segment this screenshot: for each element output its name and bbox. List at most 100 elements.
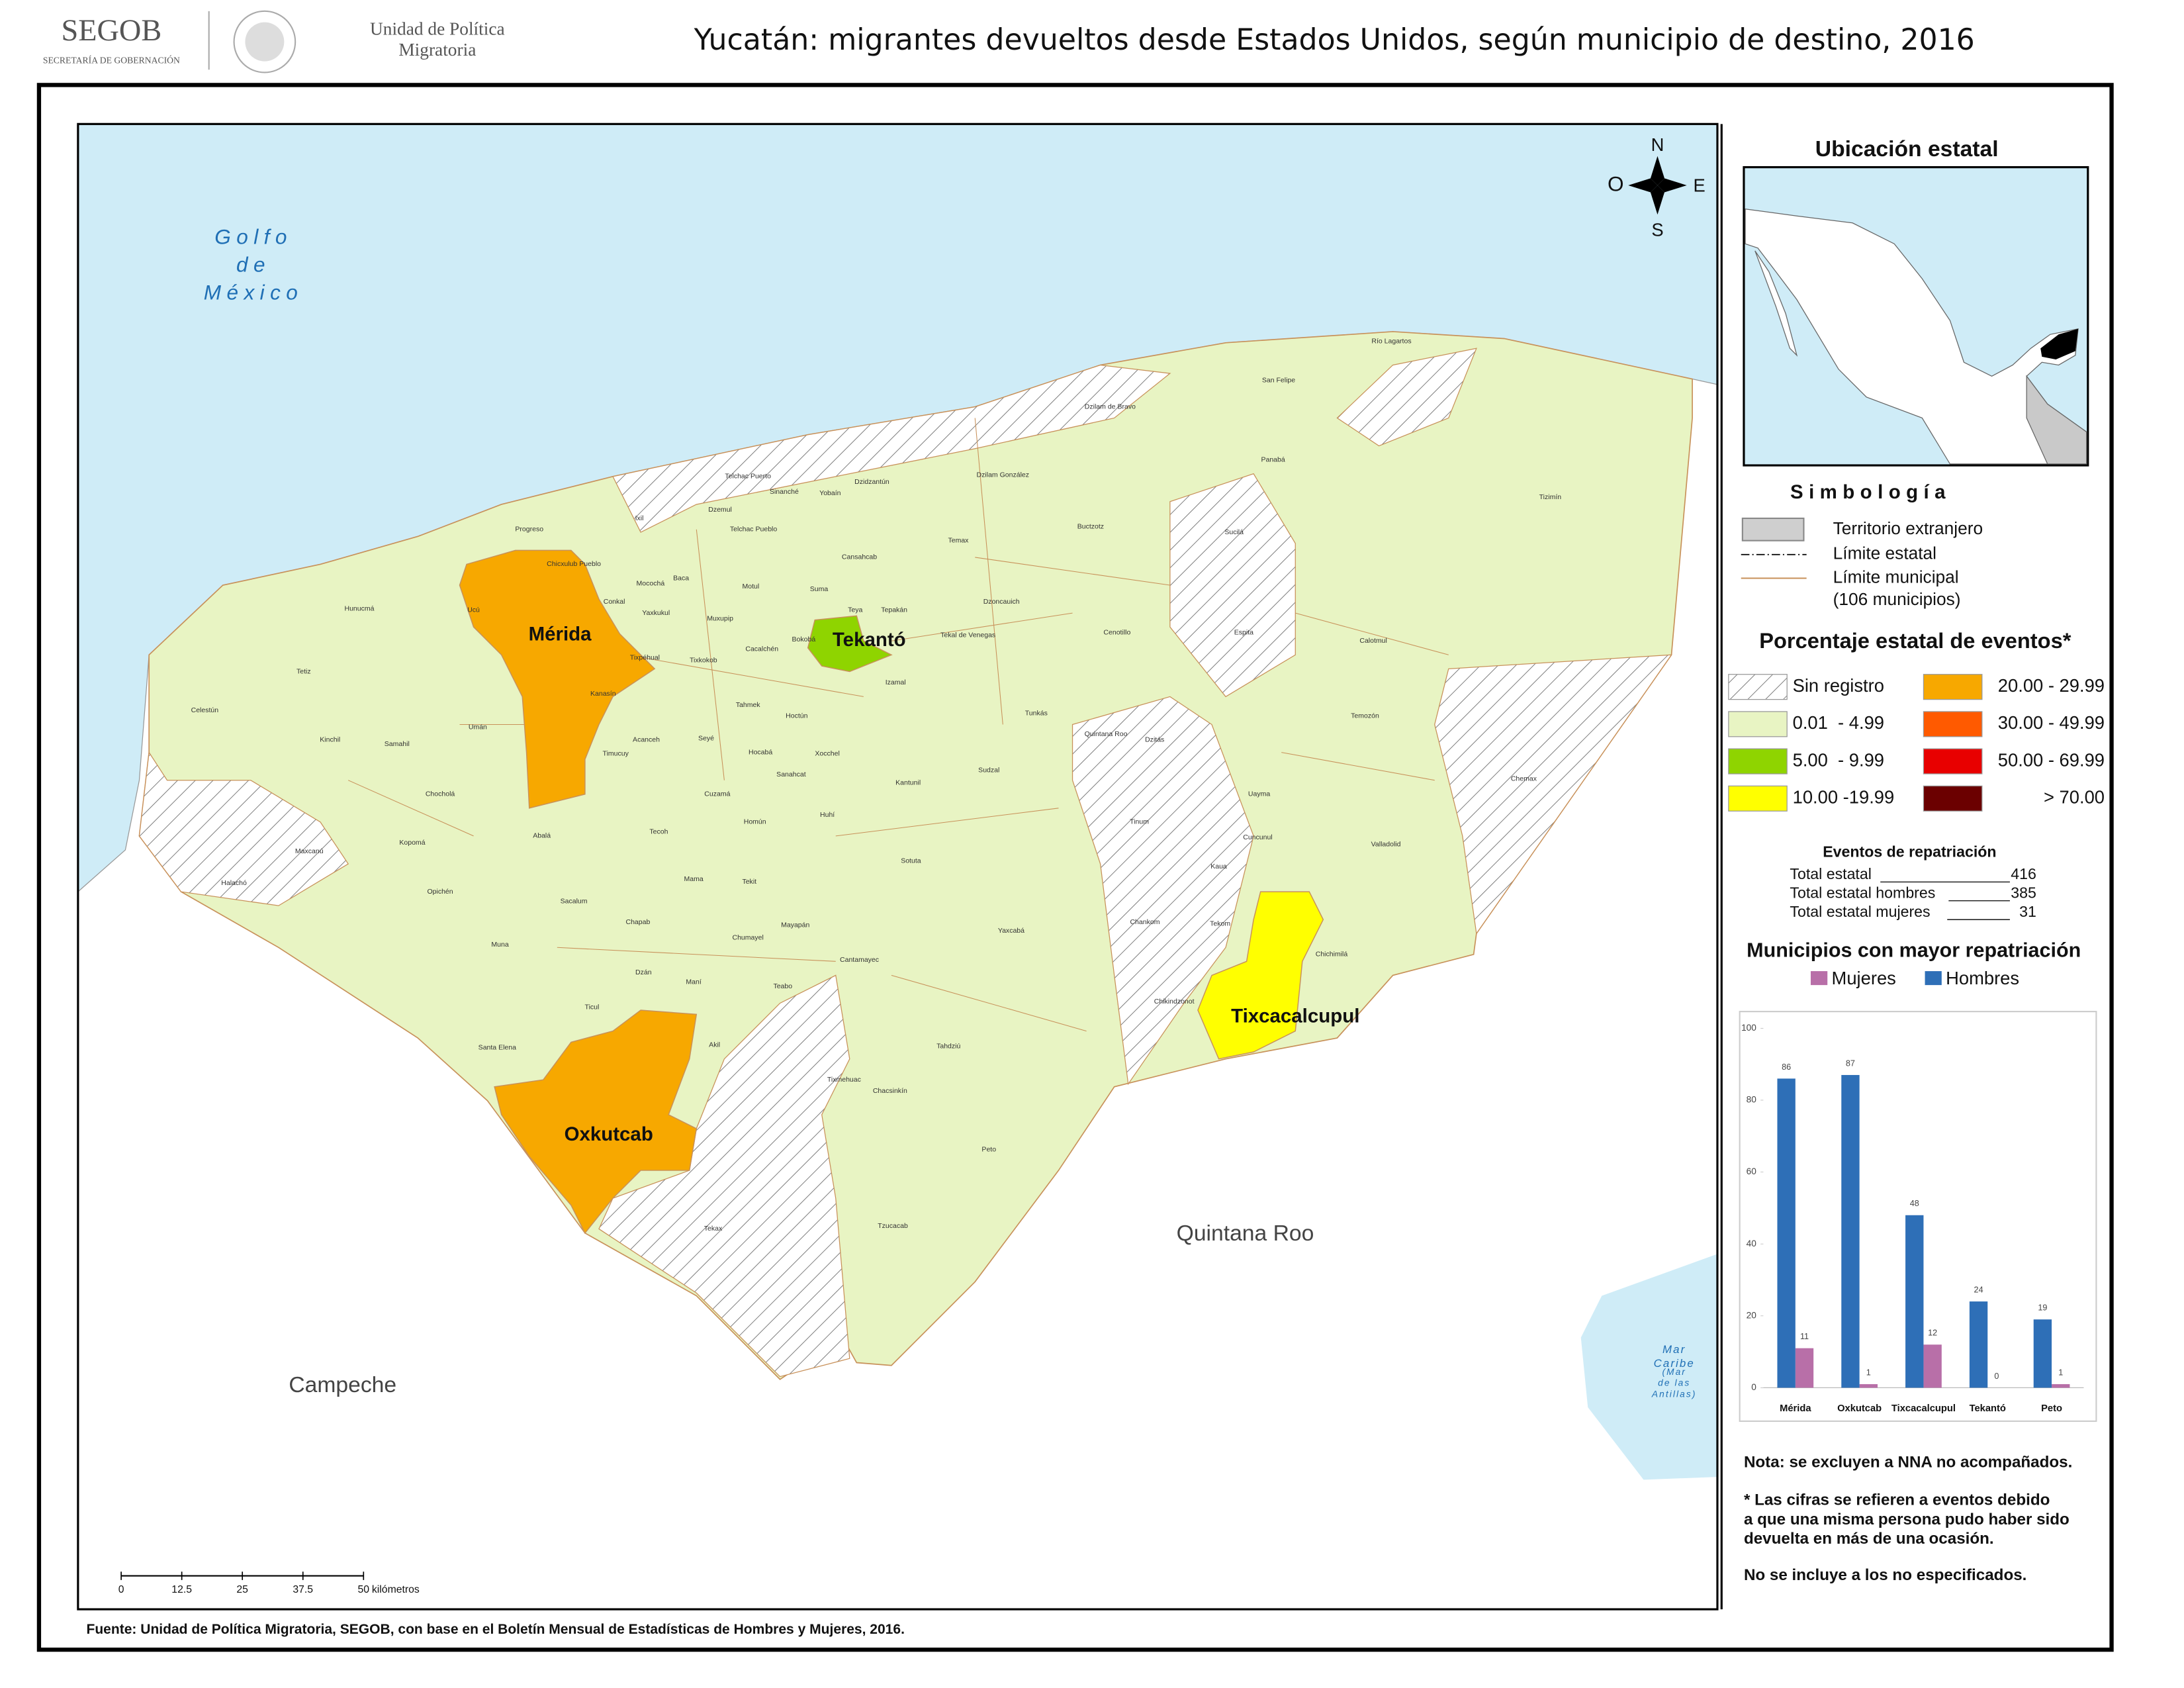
legend-label: Hombres [1946,968,2019,988]
data-label: 11 [1800,1332,1809,1341]
unit-name: Migratoria [398,40,476,60]
data-label: 19 [2038,1303,2047,1313]
class-label: 5.00 - 9.99 [1793,749,1884,770]
municipality-name: Kanasín [590,690,616,698]
symbol-label: (106 municipios) [1833,589,1961,609]
bar [1905,1215,1924,1388]
class-label: 30.00 - 49.99 [1998,712,2105,733]
municipality-name: Huhí [820,811,835,819]
municipal-limit [347,780,474,837]
municipality-name: Maxcanú [295,847,324,855]
no-record-area [598,974,850,1378]
municipal-limit [891,974,1087,1032]
sea-label: México [204,280,303,304]
municipality-name: Sudzal [978,767,999,774]
total-value: 416 [2011,865,2036,882]
municipality-name: Suma [810,585,829,593]
municipality-name: Samahil [385,740,410,748]
municipality-name: Tekit [742,878,756,886]
bar [2033,1319,2052,1388]
municipality-name: Telchac Puerto [725,473,771,481]
bar [1859,1383,1878,1388]
municipality-name: Halachó [221,879,247,887]
municipality-name: Xocchel [815,749,839,757]
class-label: 20.00 - 29.99 [1998,675,2105,696]
municipality-name: Bokobá [792,635,816,643]
bar [1777,1078,1796,1388]
note: Nota: se excluyen a NNA no acompañados. [1744,1453,2072,1471]
totals: Total estatal 416 Total estatal hombres 385… [1790,865,2036,920]
class-swatch [1728,711,1788,737]
sea-label: de [236,252,271,276]
data-label: 48 [1910,1199,1919,1208]
municipality-name: Cansahcab [842,553,877,561]
municipality-name: Tizimín [1539,493,1562,501]
municipality-name: Dzán [635,968,652,976]
municipality-name: Cantamayec [840,956,879,964]
inset-title: Ubicación estatal [1815,137,1999,162]
municipality-name: San Felipe [1262,376,1295,384]
municipality-name: Chemax [1511,774,1537,782]
data-label: 1 [1866,1368,1871,1377]
municipality-name: Izamal [886,679,906,686]
municipality-name: Sacalum [561,898,588,906]
municipality-name: Tunkás [1025,709,1048,717]
municipality-name: Panabá [1261,455,1285,463]
scale-label: 50 [358,1584,370,1595]
total-label: Total estatal mujeres [1790,903,1930,920]
outer-frame [36,83,2114,1652]
no-record-area [1336,348,1477,447]
municipality-name: Tepakán [881,606,907,614]
municipality-name: Dzemul [708,506,732,514]
class-label: 10.00 -19.99 [1793,787,1895,808]
class-label: Sin registro [1793,675,1884,696]
note: a que una misma persona pudo haber sido [1744,1511,2070,1528]
bar [1969,1301,1988,1388]
municipality-label: Tixcacalcupul [1231,1005,1359,1027]
municipality-name: Tixpéhual [630,653,660,661]
class-swatch [1923,748,1983,774]
footer: Fuente: Unidad de Política Migratoria, S… [86,1622,904,1637]
municipality-name: Chapab [625,918,650,926]
caribbean-label: de las [1658,1378,1690,1388]
municipality-name: Tixkokob [690,656,717,664]
class-swatch [1923,711,1983,737]
municipality-label: Oxkutcab [565,1123,653,1145]
municipality-name: Abalá [533,832,551,840]
emblem [233,10,296,73]
municipality-name: Yaxkukul [642,609,670,617]
scale-label: 25 [236,1584,248,1595]
no-record-area [138,751,349,906]
caribbean-sea [1580,1254,1717,1480]
bar [1923,1344,1942,1388]
scale-label: 0 [118,1584,124,1595]
municipality-name: Quintana Roo [1085,730,1128,738]
emblem [245,22,285,62]
municipality-name: Chicxulub Pueblo [547,560,601,568]
data-label: 0 [1994,1372,1999,1381]
municipality-name: Santa Elena [478,1044,516,1052]
data-label: 86 [1782,1062,1791,1072]
municipality-name: Celestún [191,706,219,714]
bar [1841,1074,1860,1388]
municipality-name: Dzidzantún [854,478,889,486]
y-tick-label: 100 [1741,1023,1756,1033]
municipality-name: Tahmek [736,701,761,709]
municipality-name: Kaua [1210,863,1227,870]
x-tick-label: Tekantó [1970,1403,2006,1414]
municipality-name: Tzucacab [878,1222,908,1230]
scale-label: 12.5 [171,1584,192,1595]
neighbor-label: Quintana Roo [1177,1221,1314,1246]
map-frame [77,122,1719,1611]
municipal-limit [1295,612,1449,655]
classes-title: Porcentaje estatal de eventos* [1759,628,2071,653]
municipality-name: Kinchil [320,735,340,743]
municipality-name: Cacalchén [745,645,778,653]
municipality-name: Muxupip [707,614,733,622]
x-tick-label: Peto [2041,1403,2062,1414]
no-record-area [612,364,1171,533]
logo-subtitle: SECRETARÍA DE GOBERNACIÓN [43,55,180,66]
municipality-name: Maní [686,978,701,986]
municipality-name: Chikindzonot [1154,998,1195,1006]
